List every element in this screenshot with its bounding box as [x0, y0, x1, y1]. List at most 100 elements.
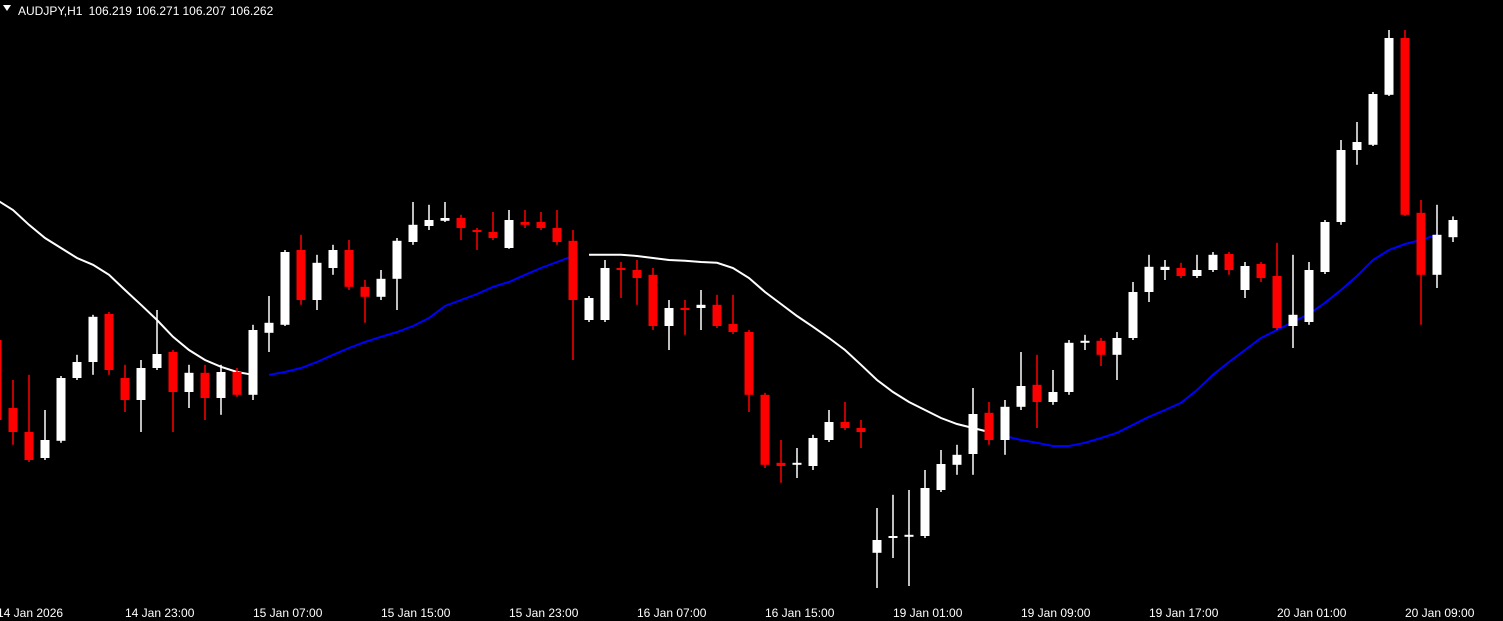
candle-body [40, 440, 50, 458]
x-tick-label: 14 Jan 23:00 [125, 606, 195, 620]
candle-body [392, 240, 402, 279]
candle-body [1160, 266, 1170, 270]
candle-body [920, 488, 930, 536]
x-tick-label: 16 Jan 07:00 [637, 606, 707, 620]
candle-body [1144, 266, 1154, 292]
candle-body [184, 372, 194, 392]
candle-body [1448, 220, 1458, 238]
moving-average-line [0, 200, 990, 433]
time-axis: 14 Jan 2026 14 Jan 23:00 15 Jan 07:00 15 Ja… [0, 606, 1475, 620]
x-tick-label: 19 Jan 17:00 [1149, 606, 1219, 620]
candle-body [328, 250, 338, 268]
candle-body [1336, 150, 1346, 222]
candle-body [280, 252, 290, 325]
candle-body [520, 222, 530, 225]
candle-body [1176, 268, 1186, 276]
candle-body [344, 250, 354, 287]
candle-body [1064, 342, 1074, 392]
candle-body [504, 220, 514, 248]
candle-body [792, 462, 802, 465]
open-price: 106.219 [89, 4, 133, 18]
candle-body [72, 362, 82, 378]
candle-body [552, 228, 562, 242]
candle-body [376, 278, 386, 297]
candle-body [408, 224, 418, 242]
x-tick-label: 15 Jan 15:00 [381, 606, 451, 620]
candle-body [712, 304, 722, 326]
candle-body [536, 222, 546, 228]
candle-body [648, 274, 658, 326]
candle-body [1400, 38, 1410, 215]
x-tick-label: 19 Jan 09:00 [1021, 606, 1091, 620]
candle-body [104, 314, 114, 370]
x-tick-label: 14 Jan 2026 [0, 606, 63, 620]
candle-body [296, 250, 306, 300]
candle-body [216, 372, 226, 398]
candle-body [168, 352, 178, 392]
x-tick-label: 16 Jan 15:00 [765, 606, 835, 620]
candle-body [136, 368, 146, 400]
candle-body [1272, 276, 1282, 328]
close-price: 106.262 [230, 4, 274, 18]
candle-body [680, 308, 690, 310]
candle-body [1080, 340, 1090, 343]
candle-body [968, 414, 978, 454]
candle-body [616, 268, 626, 270]
plot-area [0, 30, 1458, 588]
candle-body [584, 298, 594, 320]
candle-body [856, 428, 866, 432]
candle-body [312, 262, 322, 300]
candle-body [1112, 338, 1122, 355]
candle-body [728, 324, 738, 332]
candle-body [904, 534, 914, 537]
x-tick-label: 19 Jan 01:00 [893, 606, 963, 620]
header: AUDJPY,H1 106.219 106.271 106.207 106.262 [18, 4, 274, 18]
candle-body [600, 268, 610, 320]
candle-body [936, 464, 946, 490]
candle-body [696, 304, 706, 308]
candle-body [888, 536, 898, 538]
candle-body [744, 332, 754, 395]
candle-body [264, 322, 274, 333]
candle-body [1224, 254, 1234, 270]
candle-body [1256, 264, 1266, 278]
candle-body [120, 378, 130, 400]
candle-body [56, 378, 66, 441]
candle-body [840, 422, 850, 428]
candle-body [1288, 314, 1298, 326]
symbol: AUDJPY,H1 [18, 4, 83, 18]
candle-body [1032, 384, 1042, 402]
low-price: 106.207 [182, 4, 226, 18]
x-tick-label: 15 Jan 07:00 [253, 606, 323, 620]
candle-body [200, 372, 210, 398]
candle-body [88, 316, 98, 362]
candle-body [776, 462, 786, 466]
candle-body [1320, 222, 1330, 272]
candle-body [1208, 254, 1218, 270]
candle-body [872, 540, 882, 553]
candle-body [360, 286, 370, 297]
x-tick-label: 15 Jan 23:00 [509, 606, 579, 620]
candle-body [248, 330, 258, 395]
x-tick-label: 20 Jan 09:00 [1405, 606, 1475, 620]
candle-body [1368, 94, 1378, 145]
candle-body [1384, 38, 1394, 95]
x-tick-label: 20 Jan 01:00 [1277, 606, 1347, 620]
candle-body [1016, 386, 1026, 407]
candle-body [568, 240, 578, 300]
candle-body [1352, 142, 1362, 150]
candle-body [1096, 340, 1106, 355]
candle-body [232, 372, 242, 395]
candle-body [1240, 266, 1250, 290]
candle-body [24, 432, 34, 460]
menu-triangle[interactable] [3, 5, 11, 11]
candle-body [152, 354, 162, 368]
high-price: 106.271 [136, 4, 180, 18]
candle-body [632, 270, 642, 278]
candle-body [1128, 292, 1138, 338]
candle-body [456, 218, 466, 228]
candle-body [1304, 270, 1314, 322]
